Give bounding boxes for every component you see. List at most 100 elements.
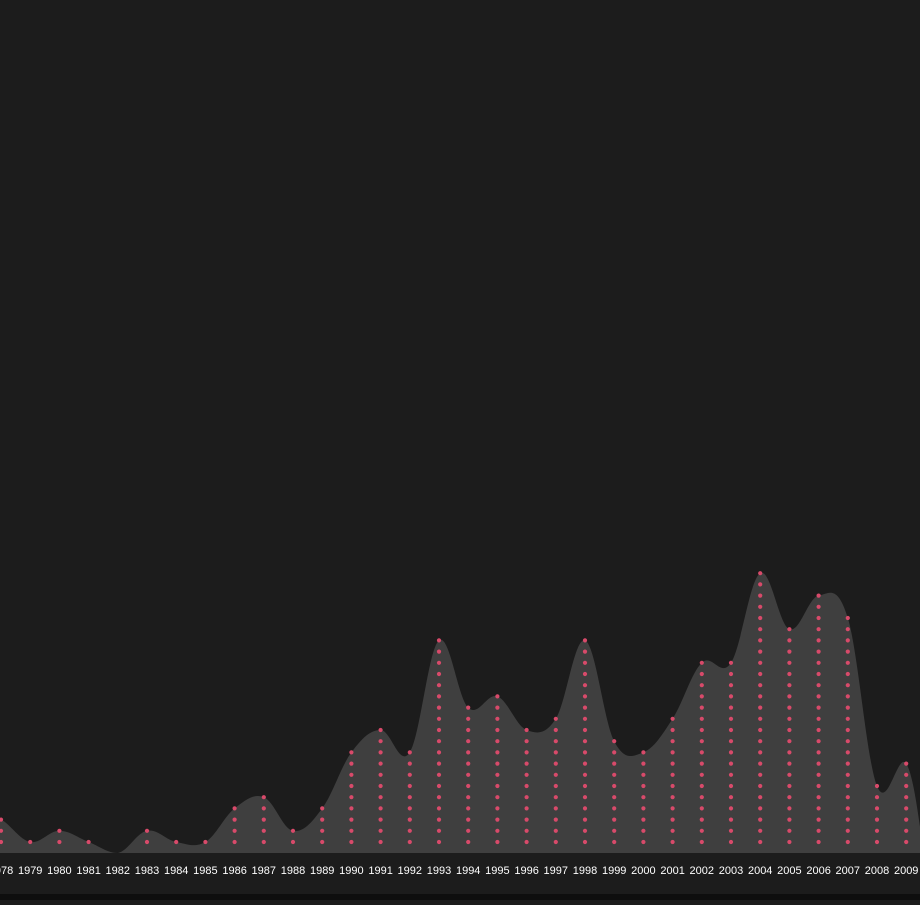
x-tick-label: 1989 [310, 865, 334, 877]
data-dot [787, 761, 792, 766]
dot-column-2009 [904, 761, 909, 845]
data-dot [699, 828, 704, 833]
data-dot [699, 727, 704, 733]
data-dot [495, 716, 500, 721]
data-dot [524, 783, 529, 789]
data-dot [436, 649, 442, 654]
dot-column-2004 [758, 571, 763, 845]
data-dot [816, 761, 821, 766]
data-dot [845, 716, 850, 721]
x-tick-label: 2000 [631, 865, 655, 877]
x-tick-label: 1988 [281, 865, 305, 877]
data-dot [553, 739, 558, 744]
dot-column-1979 [28, 839, 33, 845]
data-dot [699, 705, 704, 710]
data-dot [553, 750, 558, 755]
data-dot [699, 739, 704, 744]
data-dot [699, 716, 704, 721]
data-dot [290, 828, 296, 833]
data-dot [553, 783, 558, 789]
data-dot [378, 750, 383, 755]
data-dot [582, 817, 588, 822]
data-dot [816, 772, 821, 777]
dot-column-1996 [524, 727, 529, 845]
data-dot [524, 761, 529, 766]
data-dot [845, 806, 850, 811]
dot-column-2006 [816, 593, 821, 845]
data-dot [758, 638, 763, 643]
data-dot [378, 828, 383, 833]
bottom-bar [0, 894, 920, 900]
dot-column-1991 [378, 727, 383, 845]
data-dot [816, 660, 821, 665]
data-dot [378, 739, 383, 744]
data-dot [407, 839, 412, 845]
area-series [0, 573, 920, 853]
data-dot [904, 772, 909, 777]
data-dot [874, 806, 880, 811]
data-dot [699, 817, 704, 822]
data-dot [407, 817, 412, 822]
data-dot [787, 694, 792, 699]
data-dot [787, 806, 792, 811]
data-dot [612, 783, 617, 789]
data-dot [612, 750, 617, 755]
data-dot [524, 817, 529, 822]
data-dot [436, 806, 442, 811]
data-dot [816, 783, 821, 789]
data-dot [524, 739, 529, 744]
data-dot [874, 795, 880, 800]
data-dot [758, 604, 763, 609]
dot-column-1998 [582, 638, 588, 845]
data-dot [612, 817, 617, 822]
data-dot [816, 694, 821, 699]
data-dot [699, 750, 704, 755]
data-dot [816, 671, 821, 677]
data-dot [758, 649, 763, 654]
data-dot [582, 638, 588, 643]
data-dot [787, 828, 792, 833]
data-dot [787, 683, 792, 688]
data-dot [699, 671, 704, 677]
data-dot [816, 817, 821, 822]
data-dot [758, 683, 763, 688]
x-tick-label: 2006 [806, 865, 830, 877]
data-dot [436, 839, 442, 845]
data-dot [553, 817, 558, 822]
x-tick-label: 1986 [222, 865, 246, 877]
data-dot [28, 839, 33, 845]
data-dot [349, 795, 354, 800]
data-dot [758, 705, 763, 710]
x-tick-label: 2008 [865, 865, 889, 877]
data-dot [758, 615, 763, 621]
data-dot [261, 817, 266, 822]
data-dot [670, 772, 675, 777]
data-dot [436, 761, 442, 766]
dot-column-1997 [553, 716, 558, 845]
data-dot [758, 582, 763, 587]
data-dot [816, 739, 821, 744]
data-dot [728, 694, 734, 699]
data-dot [436, 694, 442, 699]
data-dot [728, 839, 734, 845]
data-dot [378, 806, 383, 811]
data-dot [349, 806, 354, 811]
data-dot [349, 761, 354, 766]
area-layer [0, 573, 920, 853]
data-dot [466, 705, 471, 710]
data-dot [582, 660, 588, 665]
x-tick-label: 2001 [660, 865, 684, 877]
x-tick-label: 1987 [252, 865, 276, 877]
data-dot [758, 627, 763, 632]
data-dot [436, 660, 442, 665]
data-dot [407, 772, 412, 777]
data-dot [582, 649, 588, 654]
dot-column-1992 [407, 750, 412, 845]
dot-column-1988 [290, 828, 296, 845]
data-dot [670, 806, 675, 811]
data-dot [816, 649, 821, 654]
data-dot [787, 772, 792, 777]
data-dot [524, 772, 529, 777]
data-dot [495, 739, 500, 744]
